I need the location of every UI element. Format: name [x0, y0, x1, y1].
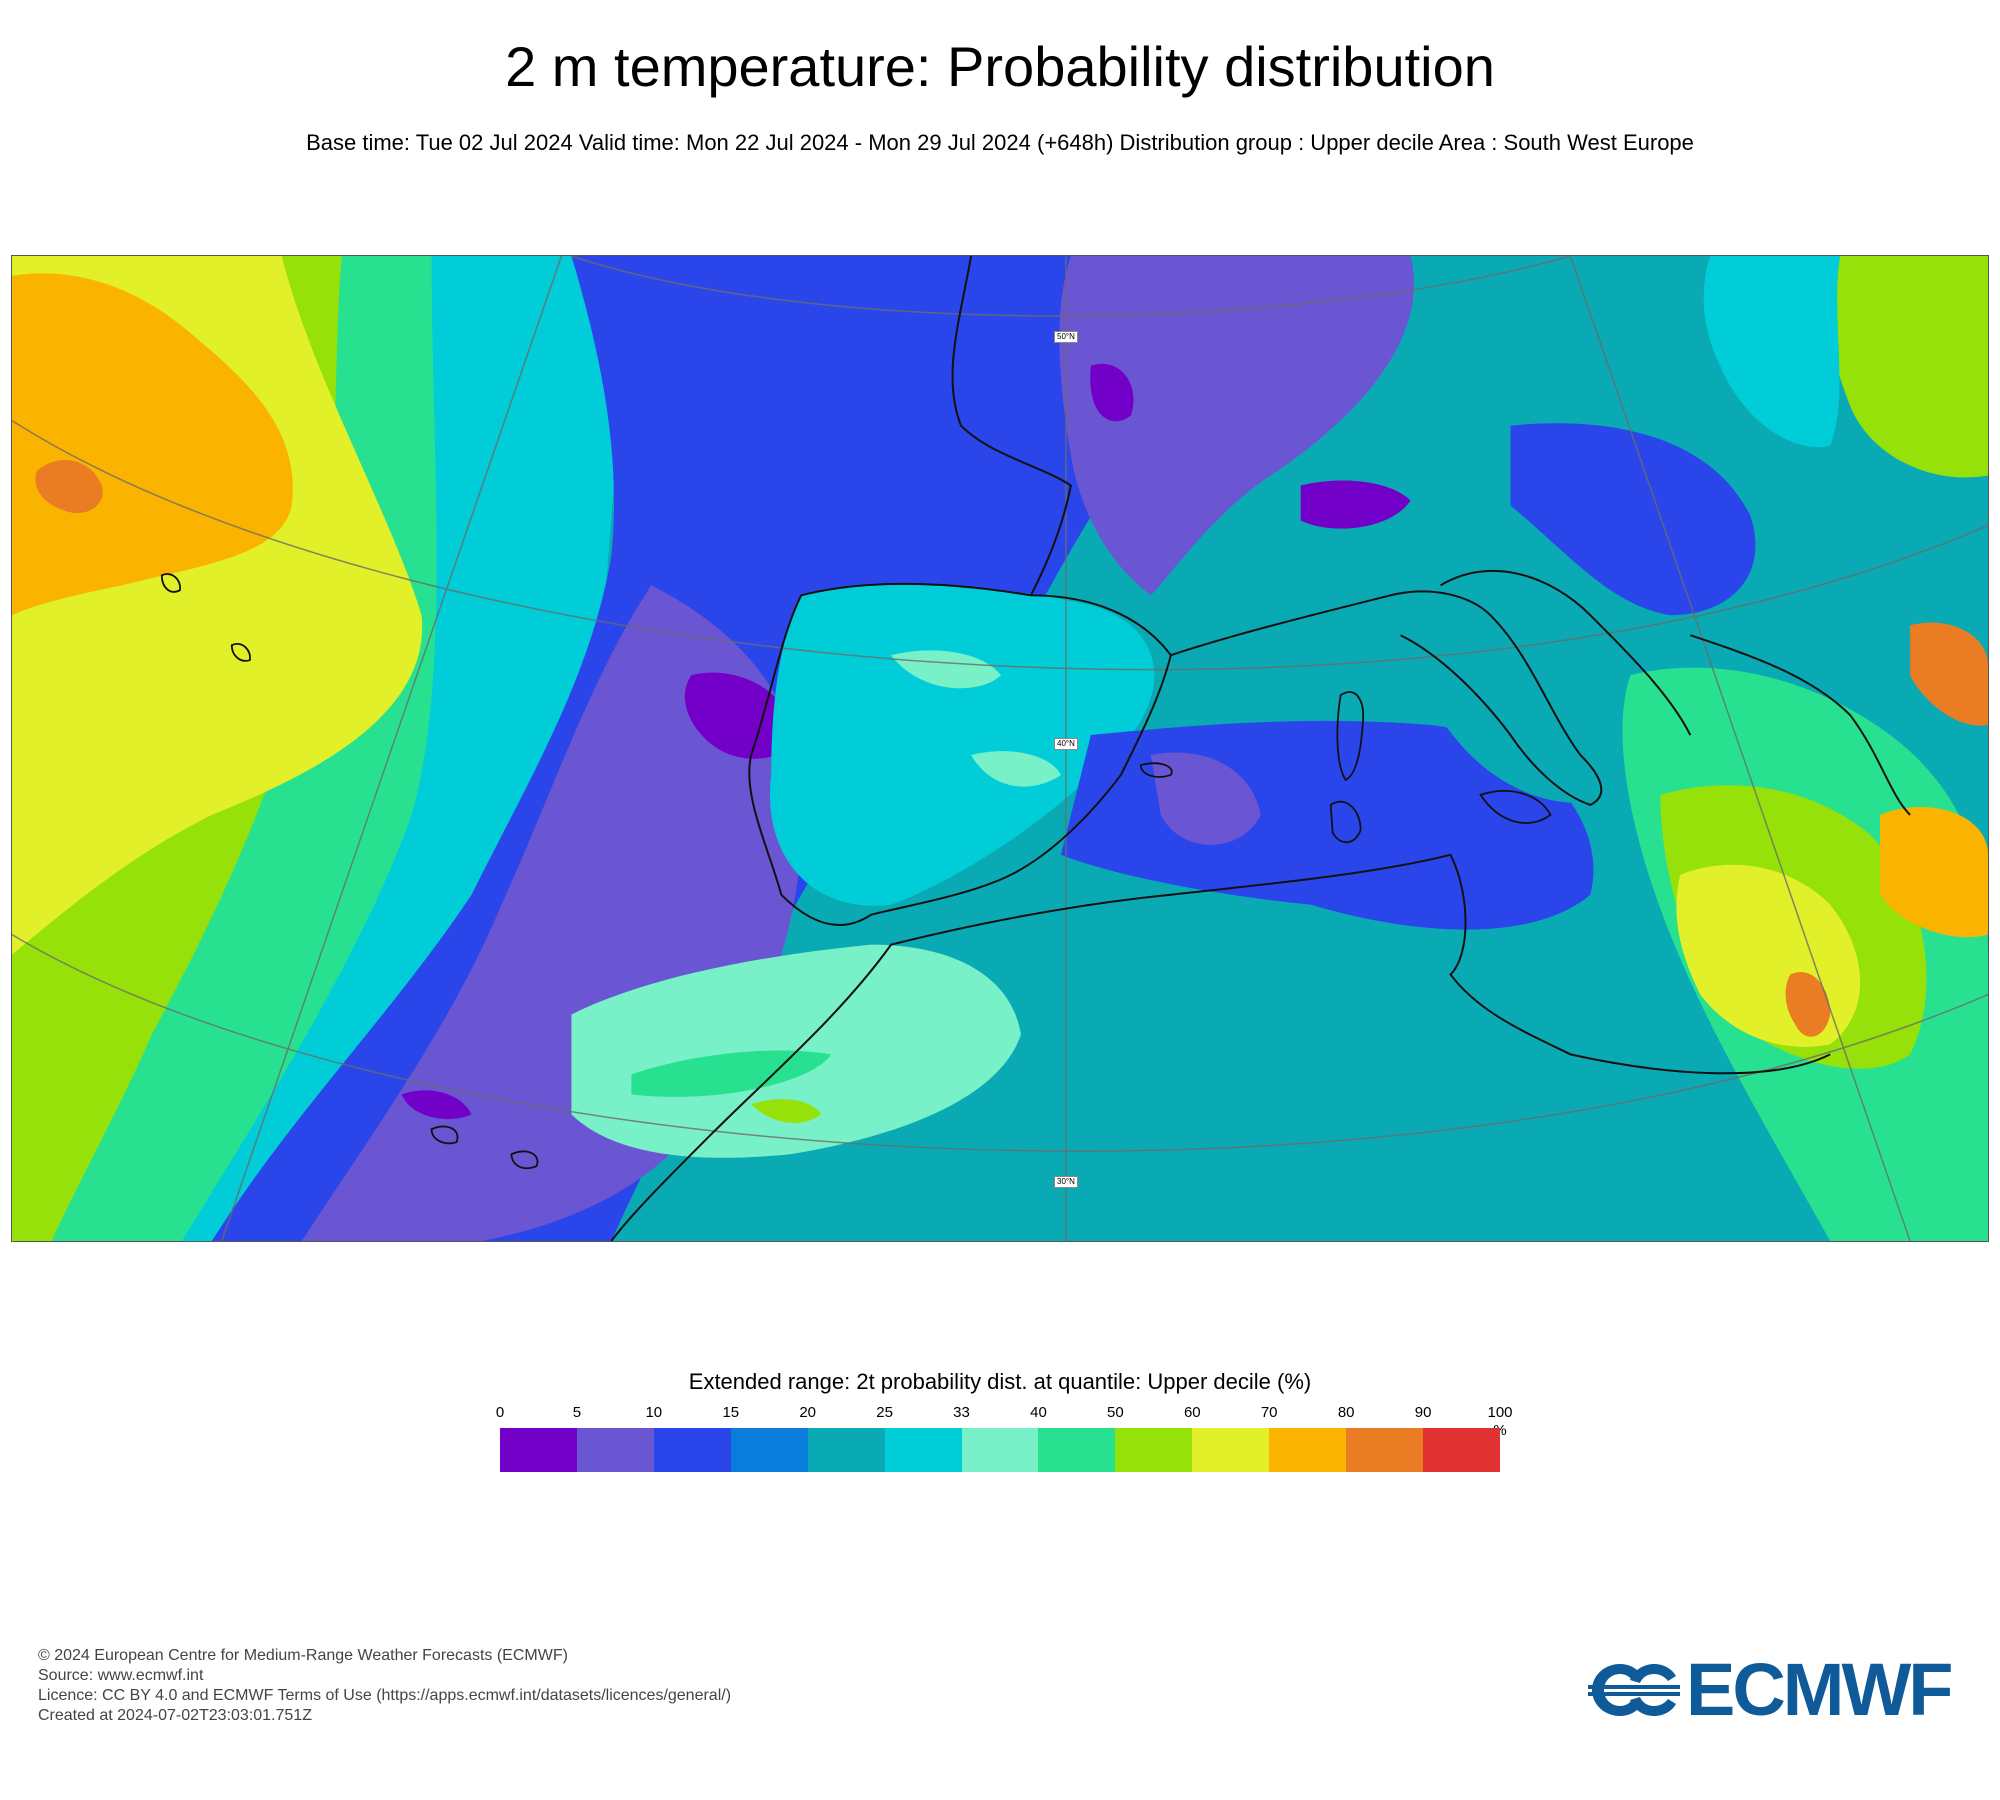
- legend-swatch: [884, 1428, 962, 1472]
- field-italy: [1390, 577, 1619, 803]
- legend-tick: 100: [1487, 1404, 1513, 1421]
- field-violet-spot-1: [684, 672, 793, 759]
- probability-map: 50°N 40°N 30°N: [11, 255, 1989, 1242]
- lat-label-40n: 40°N: [1054, 738, 1078, 750]
- legend-swatch: [1423, 1428, 1500, 1472]
- field-north-africa-bright: [631, 1050, 832, 1097]
- legend-tick: 25: [876, 1404, 893, 1421]
- legend-tick: 0: [495, 1404, 505, 1421]
- footer-created: Created at 2024-07-02T23:03:01.751Z: [38, 1707, 312, 1724]
- legend-tick: 10: [645, 1404, 663, 1421]
- ecmwf-logo-icon: [1588, 1664, 1680, 1716]
- field-iberia-green-1: [891, 650, 1001, 689]
- legend-tick: 5: [572, 1404, 582, 1421]
- field-balkans-blue: [1510, 423, 1756, 616]
- chart-subtitle: Base time: Tue 02 Jul 2024 Valid time: M…: [306, 130, 1694, 155]
- map-canvas: [12, 256, 1988, 1241]
- field-libya-orange: [1785, 971, 1831, 1037]
- field-ne-cyan: [1703, 256, 1841, 448]
- legend-swatch: [1269, 1428, 1347, 1472]
- legend-tick: 50: [1107, 1404, 1124, 1421]
- field-atlantic-orange: [12, 273, 293, 616]
- legend-tick: 33: [953, 1404, 970, 1421]
- field-atlantic-darkorange: [35, 459, 103, 514]
- legend-ticks: 0 5 10 15 20 25 33 40 50 60 70 80 90 100: [0, 1404, 2000, 1424]
- legend-tick: 20: [799, 1404, 817, 1421]
- legend-tick: 15: [722, 1404, 740, 1421]
- legend-swatch: [1038, 1428, 1116, 1472]
- legend-tick: 40: [1030, 1404, 1047, 1421]
- field-iberia: [769, 584, 1155, 906]
- footer-licence: Licence: CC BY 4.0 and ECMWF Terms of Us…: [38, 1687, 732, 1704]
- ecmwf-logo-text: ECMWF: [1686, 1648, 1953, 1731]
- ecmwf-logo: ECMWF: [1588, 1652, 1968, 1728]
- field-violet-spot-2: [401, 1090, 472, 1120]
- coastlines: [610, 256, 1911, 1241]
- legend-swatch: [576, 1428, 654, 1472]
- legend-tick: 90: [1414, 1404, 1432, 1421]
- field-ne-corner: [1826, 256, 1988, 478]
- lat-label-30n: 30°N: [1054, 1176, 1078, 1188]
- footer: © 2024 European Centre for Medium-Range …: [38, 1646, 731, 1726]
- lat-label-50n: 50°N: [1054, 331, 1078, 343]
- legend-swatch: [961, 1428, 1039, 1472]
- field-alps-violet: [1300, 480, 1411, 529]
- legend-swatch: [807, 1428, 885, 1472]
- legend-swatch: [1115, 1428, 1193, 1472]
- footer-source: Source: www.ecmwf.int: [38, 1667, 204, 1684]
- legend-tick: 60: [1183, 1404, 1201, 1421]
- legend-swatch: [1346, 1428, 1424, 1472]
- legend-swatch: [730, 1428, 808, 1472]
- field-med-purple: [1150, 752, 1261, 845]
- legend-title: Extended range: 2t probability dist. at …: [688, 1369, 1312, 1394]
- field-east-orange: [1880, 807, 1988, 938]
- field-cyan-band: [181, 256, 632, 1241]
- footer-copyright: © 2024 European Centre for Medium-Range …: [38, 1647, 568, 1664]
- field-east-darkorange: [1910, 622, 1988, 726]
- islands: [160, 573, 1552, 1170]
- legend-tick: 70: [1260, 1404, 1278, 1421]
- field-france-violet: [1090, 363, 1134, 422]
- legend-swatch: [500, 1428, 577, 1472]
- chart-title: 2 m temperature: Probability distributio…: [505, 35, 1495, 98]
- legend-swatch: [653, 1428, 731, 1472]
- legend-colorbar: [500, 1428, 1500, 1472]
- legend-swatch: [1192, 1428, 1270, 1472]
- legend-tick: 80: [1337, 1404, 1355, 1421]
- graticule: [12, 256, 1988, 1241]
- field-africa-spot: [751, 1099, 822, 1123]
- field-iberia-green-2: [971, 751, 1061, 787]
- field-france-purple: [1059, 256, 1415, 596]
